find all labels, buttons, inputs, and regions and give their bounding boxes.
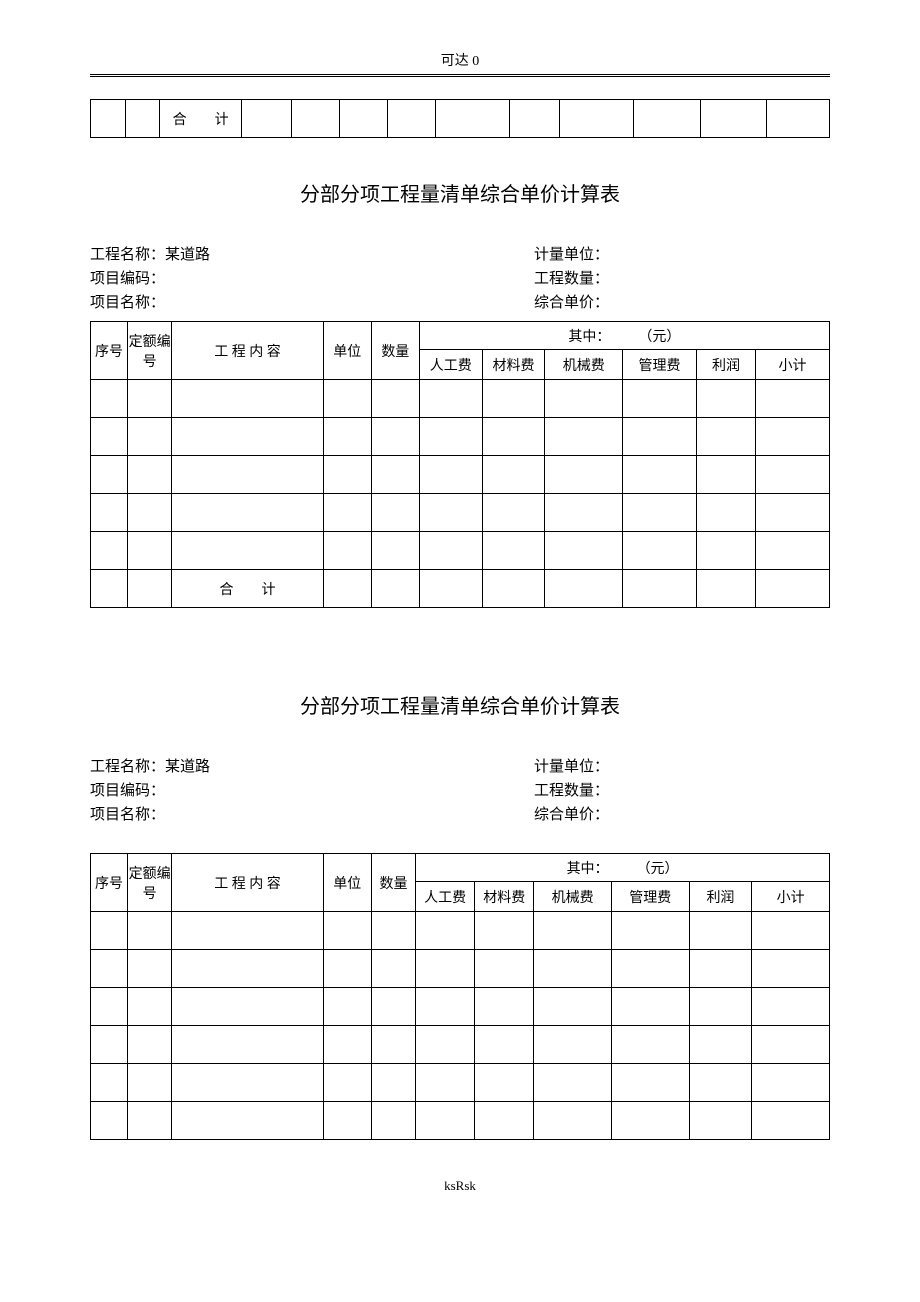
page-footer: ksRsk [90, 1178, 830, 1194]
col-among: 其中： （元） [416, 854, 830, 882]
table-row [91, 418, 830, 456]
meta-label: 计量单位： [534, 247, 609, 263]
col-content: 工 程 内 容 [172, 854, 324, 912]
col-subtotal: 小计 [756, 350, 830, 380]
table-row [91, 380, 830, 418]
col-subtotal: 小计 [752, 882, 830, 912]
col-labor: 人工费 [416, 882, 475, 912]
meta-label: 项目名称： [90, 807, 165, 823]
main-table-2: 序号 定额编号 工 程 内 容 单位 数量 其中： （元） 人工费 材料费 机械… [90, 853, 830, 1140]
meta-label: 工程数量： [534, 783, 609, 799]
col-profit: 利润 [689, 882, 752, 912]
total-cell: 合 计 [172, 570, 324, 608]
table-row [91, 494, 830, 532]
table-row [91, 950, 830, 988]
col-qty: 数量 [371, 854, 415, 912]
table-row [91, 456, 830, 494]
table-row [91, 1102, 830, 1140]
meta-label: 综合单价： [534, 807, 609, 823]
form-title: 分部分项工程量清单综合单价计算表 [90, 178, 830, 207]
meta-value: 某道路 [165, 247, 210, 263]
col-machine: 机械费 [545, 350, 623, 380]
meta-section-2: 工程名称：某道路 计量单位： 项目编码： 工程数量： 项目名称： 综合单价： [90, 755, 830, 827]
top-strip-table: 合 计 [90, 99, 830, 138]
table-row [91, 1064, 830, 1102]
col-labor: 人工费 [419, 350, 482, 380]
meta-label: 工程名称： [90, 759, 165, 775]
col-unit: 单位 [323, 854, 371, 912]
meta-label: 项目名称： [90, 295, 165, 311]
col-seq: 序号 [91, 854, 128, 912]
header-rule-1 [90, 74, 830, 75]
col-unit: 单位 [323, 322, 371, 380]
table-row [91, 532, 830, 570]
col-manage: 管理费 [611, 882, 689, 912]
meta-label: 工程数量： [534, 271, 609, 287]
col-machine: 机械费 [534, 882, 612, 912]
table-row [91, 988, 830, 1026]
col-manage: 管理费 [623, 350, 697, 380]
header-rule-2 [90, 76, 830, 77]
table-row: 合 计 [91, 100, 830, 138]
table-row [91, 1026, 830, 1064]
table-row [91, 912, 830, 950]
meta-label: 工程名称： [90, 247, 165, 263]
col-material: 材料费 [475, 882, 534, 912]
col-among: 其中： （元） [419, 322, 829, 350]
col-content: 工 程 内 容 [172, 322, 324, 380]
meta-label: 项目编码： [90, 271, 165, 287]
meta-value: 某道路 [165, 759, 210, 775]
col-profit: 利润 [696, 350, 755, 380]
page-header: 可达 0 [90, 50, 830, 74]
meta-section-1: 工程名称：某道路 计量单位： 项目编码： 工程数量： 项目名称： 综合单价： [90, 243, 830, 315]
col-seq: 序号 [91, 322, 128, 380]
col-code: 定额编号 [127, 322, 171, 380]
form-title: 分部分项工程量清单综合单价计算表 [90, 690, 830, 719]
table-header-row: 序号 定额编号 工 程 内 容 单位 数量 其中： （元） [91, 322, 830, 350]
total-cell: 合 计 [160, 100, 241, 138]
total-row: 合 计 [91, 570, 830, 608]
meta-label: 综合单价： [534, 295, 609, 311]
meta-label: 计量单位： [534, 759, 609, 775]
col-material: 材料费 [482, 350, 545, 380]
main-table-1: 序号 定额编号 工 程 内 容 单位 数量 其中： （元） 人工费 材料费 机械… [90, 321, 830, 608]
col-code: 定额编号 [127, 854, 171, 912]
table-header-row: 序号 定额编号 工 程 内 容 单位 数量 其中： （元） [91, 854, 830, 882]
meta-label: 项目编码： [90, 783, 165, 799]
col-qty: 数量 [371, 322, 419, 380]
